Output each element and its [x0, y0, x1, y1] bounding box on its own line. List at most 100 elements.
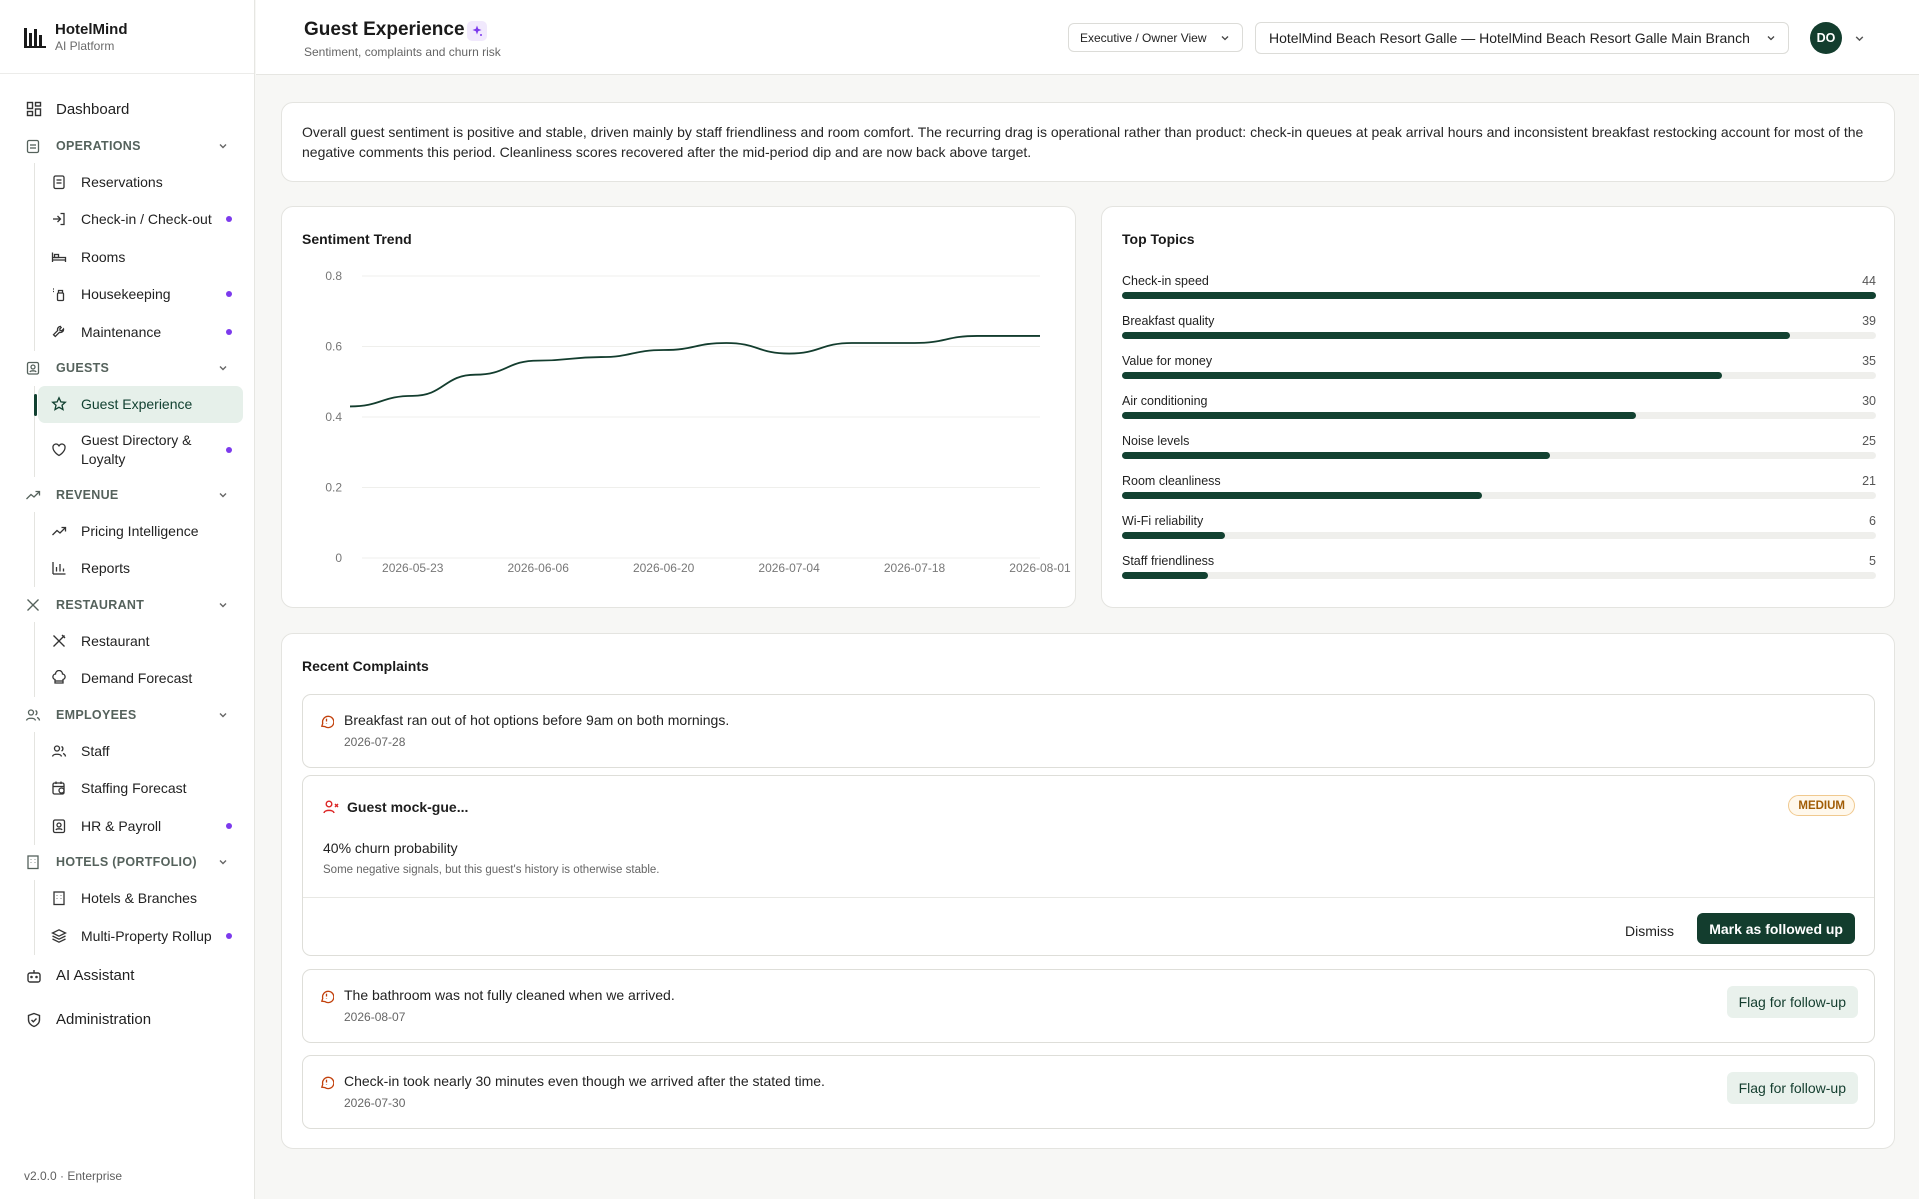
topic-label: Room cleanliness [1122, 474, 1221, 488]
ai-summary-card: Overall guest sentiment is positive and … [281, 102, 1895, 182]
sidebar-item-restaurant[interactable]: Restaurant [38, 622, 243, 660]
topic-label: Staff friendliness [1122, 554, 1215, 568]
sidebar-item-staffing-forecast[interactable]: Staffing Forecast [38, 770, 243, 808]
sidebar-item-guest-experience[interactable]: Guest Experience [34, 385, 243, 423]
topic-bar [1122, 412, 1637, 419]
complaint-item: Breakfast ran out of hot options before … [302, 694, 1875, 768]
chevron-down-icon [219, 143, 227, 148]
message-circle-icon [320, 715, 334, 729]
sidebar-item-maintenance[interactable]: Maintenance [38, 313, 243, 351]
sidebar-item-label: Guest Directory & Loyalty [81, 432, 192, 467]
section-label: RESTAURANT [56, 597, 145, 612]
topic-label: Breakfast quality [1122, 314, 1215, 328]
hotel-select[interactable]: HotelMind Beach Resort Galle — HotelMind… [1255, 22, 1789, 54]
recent-complaints-card: Recent Complaints Breakfast ran out of h… [281, 633, 1895, 1149]
chevron-down-icon [219, 492, 227, 497]
sidebar-item-label: HR & Payroll [81, 817, 162, 834]
flag-for-follow-up-button[interactable]: Flag for follow-up [1726, 986, 1858, 1018]
dismiss-button[interactable]: Dismiss [1625, 923, 1674, 939]
chevron-down-icon [219, 860, 227, 865]
sidebar-item-dashboard[interactable]: Dashboard [0, 90, 255, 128]
complaint-text: The bathroom was not fully cleaned when … [344, 987, 675, 1003]
x-tick-label: 2026-07-18 [884, 561, 946, 575]
sidebar-item-label: Reservations [81, 173, 163, 190]
section-restaurant[interactable]: RESTAURANT [0, 587, 255, 622]
section-hotels[interactable]: HOTELS (PORTFOLIO) [0, 845, 255, 880]
topic-bar [1122, 332, 1791, 339]
chevron-down-icon[interactable] [1854, 33, 1865, 44]
utensils-icon [27, 598, 39, 611]
section-revenue[interactable]: REVENUE [0, 477, 255, 512]
spray-bottle-icon [53, 288, 65, 302]
log-in-icon [53, 213, 65, 226]
sidebar-item-label: Rooms [81, 248, 126, 265]
users-icon [25, 708, 41, 721]
heart-icon [52, 443, 66, 457]
top-header: Guest Experience Sentiment, complaints a… [256, 0, 1919, 75]
y-tick-label: 0.8 [325, 269, 342, 283]
reservations-icon [53, 175, 65, 189]
bot-icon [25, 967, 43, 985]
section-employees[interactable]: EMPLOYEES [0, 697, 255, 732]
role-select-value: Executive / Owner View [1080, 30, 1207, 45]
sidebar-nav: Dashboard OPERATIONS Reservations Check-… [0, 90, 255, 1039]
topic-count: 39 [1862, 314, 1876, 328]
flag-for-follow-up-button[interactable]: Flag for follow-up [1726, 1072, 1858, 1104]
sidebar-item-rooms[interactable]: Rooms [38, 238, 243, 276]
divider [303, 897, 1874, 898]
sidebar-item-administration[interactable]: Administration [0, 1001, 255, 1039]
topic-bar-track [1122, 412, 1876, 419]
topic-bar [1122, 372, 1722, 379]
topic-bar [1122, 292, 1876, 299]
notification-dot [226, 291, 232, 298]
sidebar-item-label: Administration [56, 1011, 152, 1028]
user-avatar[interactable]: DO [1810, 22, 1842, 54]
risk-level-badge: MEDIUM [1788, 795, 1855, 816]
layers-icon [51, 928, 67, 943]
complaint-date: 2026-08-07 [344, 1010, 406, 1024]
wrench-icon [52, 325, 65, 338]
section-operations[interactable]: OPERATIONS [0, 128, 255, 163]
chevron-down-icon [219, 602, 227, 607]
hotel-select-value: HotelMind Beach Resort Galle — HotelMind… [1269, 30, 1750, 46]
sentiment-trend-title: Sentiment Trend [302, 231, 412, 247]
sidebar-item-hr-payroll[interactable]: HR & Payroll [38, 807, 243, 845]
topic-count: 25 [1862, 434, 1876, 448]
churn-risk-item: Guest mock-gue... MEDIUM 40% churn proba… [302, 775, 1875, 956]
sidebar-item-hotels-branches[interactable]: Hotels & Branches [38, 880, 243, 918]
section-label: GUESTS [56, 361, 110, 375]
sidebar-item-checkin-checkout[interactable]: Check-in / Check-out [38, 201, 243, 239]
sidebar-item-multi-property-rollup[interactable]: Multi-Property Rollup [38, 917, 243, 955]
sidebar-item-ai-assistant[interactable]: AI Assistant [0, 957, 255, 995]
top-topics-card: Top Topics Check-in speed 44 Breakfast qua… [1101, 206, 1895, 608]
ai-summary-text: Overall guest sentiment is positive and … [302, 124, 1864, 160]
brand[interactable]: HotelMind AI Platform [0, 0, 254, 74]
sidebar-item-pricing-intelligence[interactable]: Pricing Intelligence [38, 512, 243, 550]
role-select[interactable]: Executive / Owner View [1068, 23, 1243, 52]
sidebar-item-label: Guest Experience [81, 396, 193, 413]
section-label: EMPLOYEES [56, 707, 137, 722]
sidebar-item-reports[interactable]: Reports [38, 550, 243, 588]
sidebar-item-label: Reports [81, 560, 131, 577]
mark-followed-up-button[interactable]: Mark as followed up [1697, 913, 1855, 944]
top-topics-title: Top Topics [1122, 231, 1195, 247]
topic-bar-track [1122, 292, 1876, 299]
sidebar-item-staff[interactable]: Staff [38, 732, 243, 770]
topic-count: 44 [1862, 274, 1876, 288]
complaint-text: Breakfast ran out of hot options before … [344, 712, 730, 728]
sidebar-item-reservations[interactable]: Reservations [38, 163, 243, 201]
employees-subnav: Staff Staffing Forecast HR & Payroll [34, 732, 255, 845]
chevron-down-icon [219, 712, 227, 717]
trending-up-icon [26, 490, 41, 499]
sidebar-item-guest-directory[interactable]: Guest Directory & Loyalty [38, 423, 243, 477]
sidebar-item-demand-forecast[interactable]: Demand Forecast [38, 660, 243, 698]
message-circle-icon [320, 990, 334, 1004]
topic-label: Noise levels [1122, 434, 1190, 448]
ai-sparkle-icon[interactable] [467, 21, 487, 41]
sidebar-item-label: Demand Forecast [81, 670, 193, 687]
restaurant-subnav: Restaurant Demand Forecast [34, 622, 255, 697]
bar-chart-icon [52, 562, 66, 575]
sidebar-item-housekeeping[interactable]: Housekeeping [38, 276, 243, 314]
topic-bar-track [1122, 332, 1876, 339]
section-guests[interactable]: GUESTS [0, 351, 255, 386]
